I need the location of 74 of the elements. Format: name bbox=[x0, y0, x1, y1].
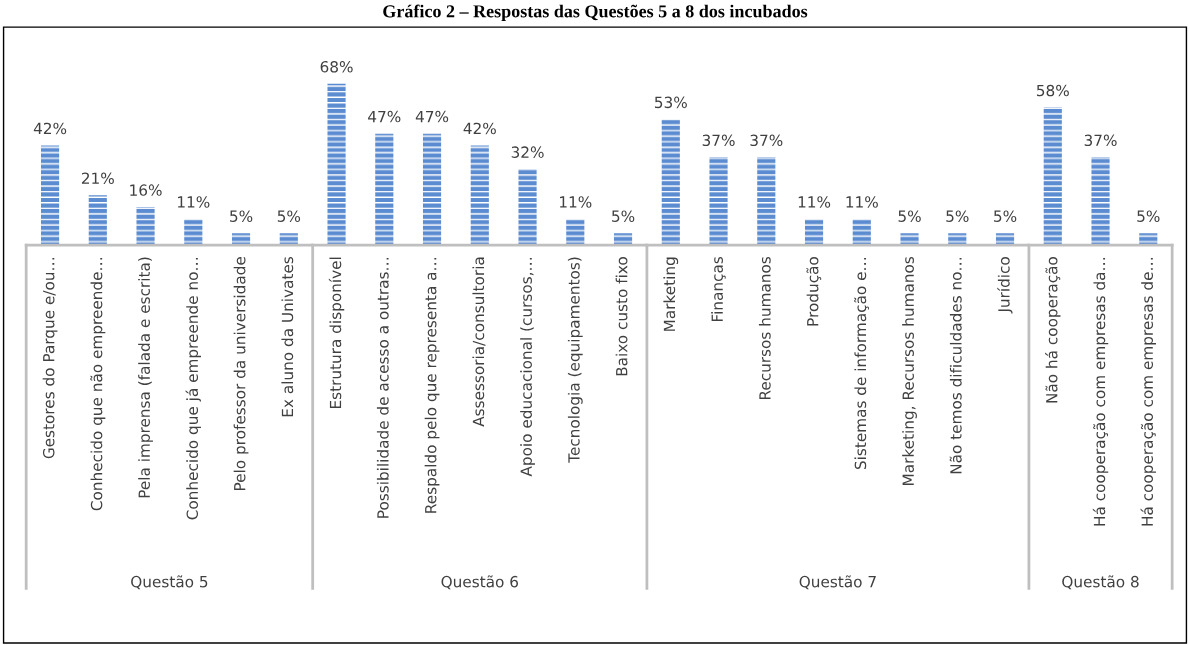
bar bbox=[422, 133, 442, 246]
bar bbox=[566, 219, 585, 246]
data-label: 11% bbox=[846, 196, 878, 208]
x-tick-label: Ex aluno da Univates bbox=[281, 256, 294, 417]
data-label: 16% bbox=[130, 184, 162, 196]
x-tick-label: Não há cooperação bbox=[1045, 257, 1061, 403]
x-tick-label: Produção bbox=[806, 257, 822, 326]
x-tick-label: Finanças bbox=[711, 256, 726, 322]
data-label: 37% bbox=[750, 134, 783, 147]
bar bbox=[948, 233, 967, 246]
bar bbox=[900, 233, 919, 246]
data-label: 5% bbox=[898, 210, 921, 222]
data-label: 5% bbox=[277, 210, 301, 222]
bar bbox=[709, 157, 728, 246]
x-tick-label: Recursos humanos bbox=[758, 256, 771, 400]
bar bbox=[184, 219, 203, 246]
x-tick-label: Respaldo pelo que representa a… bbox=[424, 257, 440, 513]
x-tick-label: Tecnologia (equipamentos) bbox=[567, 257, 583, 463]
x-axis-title: Questão 7 bbox=[799, 575, 876, 590]
x-tick-label: Pelo professor da universidade bbox=[233, 257, 249, 490]
bar bbox=[136, 207, 155, 246]
data-label: 21% bbox=[81, 172, 114, 185]
bar bbox=[518, 169, 537, 246]
x-axis-title: Questão 5 bbox=[131, 575, 208, 590]
bar bbox=[231, 233, 251, 246]
bar bbox=[375, 133, 394, 246]
chart-title: Gráfico 2 – Respostas das Questões 5 a 8 dos incubados bbox=[383, 4, 808, 22]
x-tick-label: Baixo custo fixo bbox=[615, 257, 628, 376]
x-tick-label: Conhecido que não empreende… bbox=[90, 257, 106, 511]
data-label: 5% bbox=[1137, 210, 1160, 222]
bar bbox=[40, 145, 60, 246]
bar bbox=[88, 195, 107, 246]
data-label: 68% bbox=[320, 61, 353, 73]
bar bbox=[852, 219, 871, 246]
bar bbox=[613, 233, 633, 246]
data-label: 37% bbox=[1084, 134, 1117, 147]
bar bbox=[804, 219, 824, 246]
bar bbox=[757, 157, 776, 246]
x-tick-label: Assessoria/consultoria bbox=[472, 257, 486, 427]
data-label: 32% bbox=[511, 146, 544, 158]
data-label: 42% bbox=[33, 122, 67, 135]
x-axis-title: Questão 6 bbox=[441, 575, 518, 590]
x-tick-label: Possibilidade de acesso a outras… bbox=[376, 257, 389, 518]
data-label: 47% bbox=[415, 110, 449, 123]
data-label: 58% bbox=[1036, 84, 1069, 97]
data-label: 42% bbox=[463, 122, 496, 135]
x-tick-label: Jurídico bbox=[997, 257, 1013, 314]
data-label: 11% bbox=[178, 196, 210, 208]
data-label: 47% bbox=[368, 110, 401, 123]
data-label: 53% bbox=[654, 96, 687, 109]
x-tick-label: Apoio educacional (cursos,… bbox=[520, 257, 535, 477]
data-label: 37% bbox=[702, 134, 735, 147]
x-axis-title: Questão 8 bbox=[1062, 575, 1139, 590]
x-tick-label: Pela imprensa (falada e escrita) bbox=[138, 257, 153, 498]
data-label: 11% bbox=[559, 196, 592, 208]
x-tick-label: Sistemas de informação e… bbox=[854, 257, 869, 470]
bar bbox=[279, 233, 298, 246]
bar bbox=[995, 233, 1015, 246]
x-tick-label: Gestores do Parque e/ou… bbox=[42, 257, 58, 459]
x-tick-label: Há cooperação com empresas de… bbox=[1140, 257, 1156, 526]
x-tick-label: Há cooperação com empresas da… bbox=[1092, 257, 1109, 526]
x-tick-label: Estrutura disponível bbox=[328, 257, 345, 409]
data-label: 11% bbox=[798, 196, 831, 208]
x-tick-label: Marketing bbox=[663, 257, 679, 331]
bar bbox=[661, 119, 680, 246]
x-tick-label: Não temos dificuldades no… bbox=[949, 257, 962, 474]
bar bbox=[470, 145, 489, 246]
bar bbox=[327, 83, 346, 246]
data-label: 5% bbox=[946, 210, 969, 222]
x-tick-label: Marketing, Recursos humanos bbox=[902, 256, 917, 485]
data-label: 5% bbox=[612, 210, 635, 222]
x-tick-label: Conhecido que já empreende no… bbox=[185, 257, 201, 520]
data-label: 5% bbox=[994, 210, 1017, 222]
data-label: 5% bbox=[230, 210, 253, 222]
